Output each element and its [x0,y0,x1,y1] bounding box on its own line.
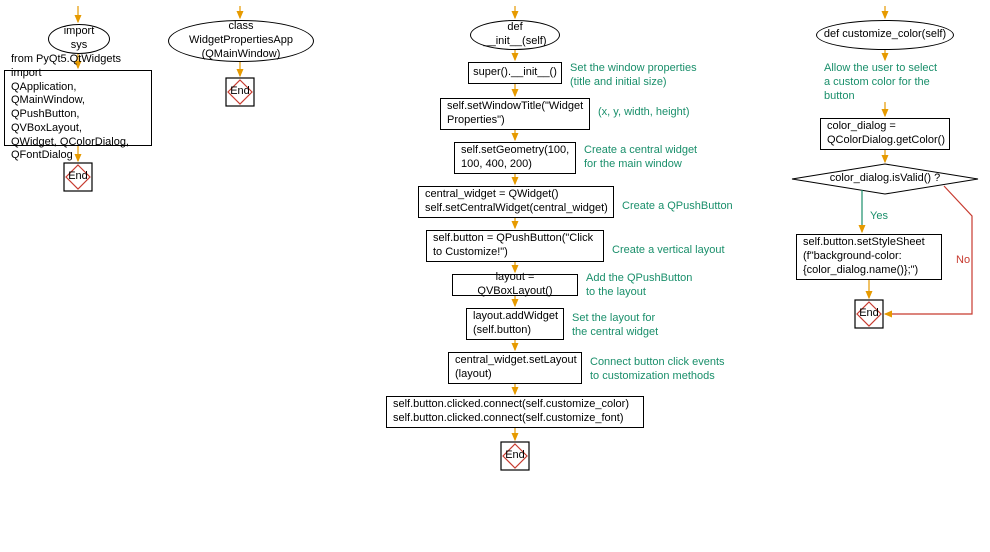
comment-connect-events: Connect button click events to customiza… [590,356,725,384]
label: self.button.setStyleSheet (f"background-… [803,236,925,277]
node-set-layout: central_widget.setLayout (layout) [448,352,582,384]
node-set-title: self.setWindowTitle("Widget Properties") [440,98,590,130]
node-from-pyqt5: from PyQt5.QtWidgets import QApplication… [4,70,152,146]
node-condition: color_dialog.isValid() ? [792,164,978,194]
label: color_dialog = QColorDialog.getColor() [827,120,945,148]
end-node-3: End [501,442,529,470]
end-node-4: End [855,300,883,328]
comment-xywh: (x, y, width, height) [598,106,690,120]
label: self.setGeometry(100, 100, 400, 200) [461,144,569,172]
comment-create-button: Create a QPushButton [622,200,733,214]
node-create-button: self.button = QPushButton("Click to Cust… [426,230,604,262]
label: self.setWindowTitle("Widget Properties") [447,100,583,128]
label: self.button = QPushButton("Click to Cust… [433,232,593,260]
node-class-def: class WidgetPropertiesApp (QMainWindow) [168,20,314,62]
node-connect: self.button.clicked.connect(self.customi… [386,396,644,428]
label: import sys [55,25,103,53]
label: central_widget.setLayout (layout) [455,354,577,382]
node-super-init: super().__init__() [468,62,562,84]
node-add-widget: layout.addWidget (self.button) [466,308,564,340]
label: super().__init__() [473,66,557,80]
end-node-2: End [226,78,254,106]
comment-create-layout: Create a vertical layout [612,244,725,258]
label: def __init__(self) [477,21,553,49]
label: layout.addWidget (self.button) [473,310,558,338]
comment-window-props: Set the window properties (title and ini… [570,62,697,90]
end-node-1: End [64,163,92,191]
node-set-geometry: self.setGeometry(100, 100, 400, 200) [454,142,576,174]
comment-allow-color: Allow the user to select a custom color … [824,62,937,103]
label: from PyQt5.QtWidgets import QApplication… [11,53,145,163]
node-create-layout: layout = QVBoxLayout() [452,274,578,296]
end-label: End [505,449,525,463]
end-label: End [859,307,879,321]
comment-central-widget: Create a central widget for the main win… [584,144,697,172]
node-central-widget: central_widget = QWidget() self.setCentr… [418,186,614,218]
label: layout = QVBoxLayout() [459,271,571,299]
label: central_widget = QWidget() self.setCentr… [425,188,608,216]
comment-add-button: Add the QPushButton to the layout [586,272,692,300]
comment-set-layout: Set the layout for the central widget [572,312,658,340]
node-set-stylesheet: self.button.setStyleSheet (f"background-… [796,234,942,280]
label: self.button.clicked.connect(self.customi… [393,398,629,426]
label: class WidgetPropertiesApp (QMainWindow) [175,20,307,61]
node-color-dialog: color_dialog = QColorDialog.getColor() [820,118,950,150]
end-label: End [230,85,250,99]
label-yes: Yes [870,210,888,222]
node-import-sys: import sys [48,24,110,54]
flowchart-canvas: import sys from PyQt5.QtWidgets import Q… [0,0,990,552]
node-def-init: def __init__(self) [470,20,560,50]
label-no: No [956,254,970,266]
label: color_dialog.isValid() ? [830,172,940,186]
node-def-customize-color: def customize_color(self) [816,20,954,50]
label: def customize_color(self) [824,28,946,42]
end-label: End [68,170,88,184]
